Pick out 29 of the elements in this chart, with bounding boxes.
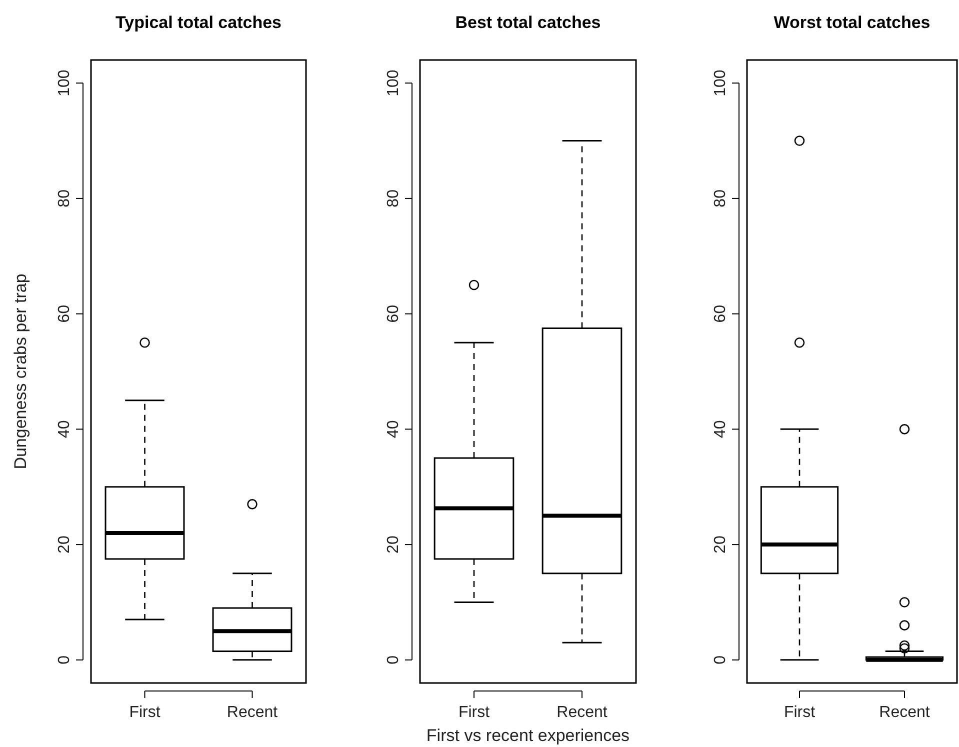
y-tick-label: 40 — [56, 420, 73, 438]
x-tick-label: Recent — [226, 704, 278, 721]
chart-title: Typical total catches — [116, 13, 282, 32]
y-tick-label: 0 — [712, 655, 729, 664]
x-tick-label: First — [458, 704, 490, 721]
y-tick-label: 20 — [56, 536, 73, 554]
y-tick-label: 80 — [385, 189, 402, 208]
y-tick-label: 100 — [56, 70, 73, 96]
y-tick-label: 0 — [56, 655, 73, 664]
y-tick-label: 40 — [385, 420, 402, 438]
y-tick-label: 60 — [385, 304, 402, 323]
y-tick-label: 80 — [712, 189, 729, 208]
x-axis-title: First vs recent experiences — [426, 726, 630, 745]
y-tick-label: 100 — [712, 70, 729, 96]
y-tick-label: 60 — [56, 304, 73, 323]
y-tick-label: 60 — [712, 304, 729, 323]
x-tick-label: First — [129, 704, 161, 721]
y-tick-label: 100 — [385, 70, 402, 96]
x-tick-label: First — [784, 704, 816, 721]
chart-title: Worst total catches — [774, 13, 930, 32]
y-tick-label: 0 — [385, 655, 402, 664]
x-tick-label: Recent — [556, 704, 608, 721]
y-tick-label: 20 — [385, 536, 402, 554]
x-tick-label: Recent — [879, 704, 930, 721]
y-axis-title: Dungeness crabs per trap — [11, 274, 30, 470]
y-tick-label: 80 — [56, 189, 73, 208]
y-tick-label: 20 — [712, 536, 729, 554]
y-tick-label: 40 — [712, 420, 729, 438]
chart-title: Best total catches — [455, 13, 601, 32]
